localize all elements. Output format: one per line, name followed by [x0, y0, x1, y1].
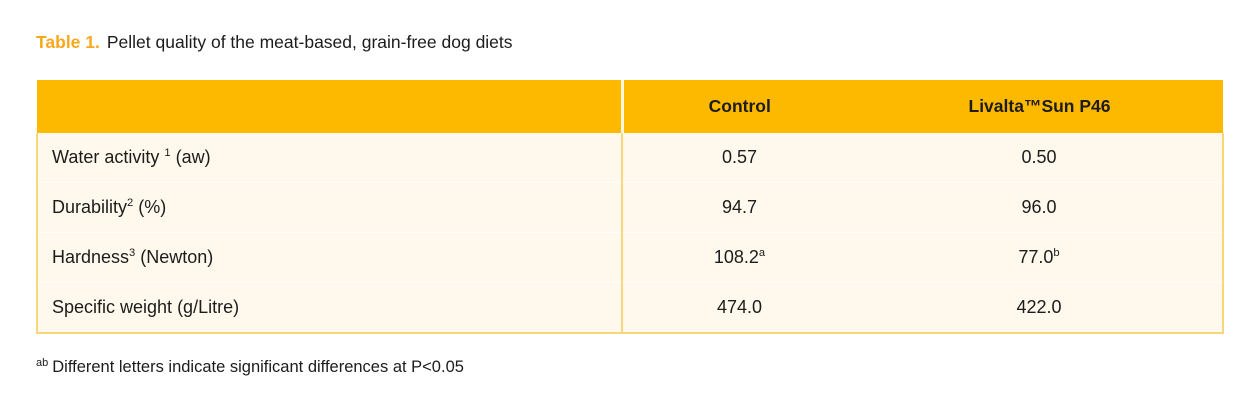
row-label-text: Water activity [52, 147, 165, 167]
table-header: Control Livalta™Sun P46 [37, 80, 1223, 133]
value-superscript: b [1053, 247, 1060, 259]
table-row-specific-weight: Specific weight (g/Litre) 474.0 422.0 [36, 282, 1224, 334]
header-cell-control: Control [622, 80, 856, 133]
table-caption-text: Pellet quality of the meat-based, grain-… [106, 32, 513, 52]
footnote-superscript: ab [36, 356, 49, 369]
row-label-superscript: 2 [127, 197, 134, 209]
row-label-text: Durability [52, 197, 128, 217]
row-label: Water activity 1 (aw) [36, 133, 623, 183]
table-footnote: ab Different letters indicate significant… [36, 356, 464, 378]
pellet-quality-table: Control Livalta™Sun P46 Water activity 1… [36, 80, 1224, 334]
livalta-value: 77.0b [856, 232, 1224, 283]
table-row-water-activity: Water activity 1 (aw) 0.57 0.50 [36, 133, 1224, 183]
value-text: 94.7 [721, 197, 758, 217]
control-value: 474.0 [622, 282, 856, 334]
row-label-unit: (g/Litre) [172, 297, 240, 317]
value-text: 96.0 [1021, 197, 1057, 217]
value-text: 474.0 [716, 297, 763, 317]
row-label: Specific weight (g/Litre) [36, 282, 623, 334]
row-label-unit: (Newton) [135, 247, 214, 267]
row-label-superscript: 1 [164, 147, 171, 159]
row-label-text: Hardness [52, 247, 130, 267]
value-text: 0.57 [721, 147, 758, 167]
table-caption-number: Table 1. [36, 32, 100, 52]
livalta-value: 422.0 [856, 282, 1224, 334]
control-value: 108.2a [622, 232, 856, 283]
table-body: Water activity 1 (aw) 0.57 0.50 Durabili… [36, 133, 1224, 334]
row-label-text: Specific weight [52, 297, 173, 317]
value-text: 108.2 [713, 247, 759, 267]
table-row-hardness: Hardness3 (Newton) 108.2a 77.0b [36, 232, 1224, 283]
value-text: 77.0 [1018, 247, 1054, 267]
table-caption: Table 1. Pellet quality of the meat-based… [36, 31, 513, 53]
livalta-value: 0.50 [856, 133, 1224, 183]
row-label-superscript: 3 [129, 247, 136, 259]
row-label: Hardness3 (Newton) [36, 232, 623, 283]
control-value: 0.57 [622, 133, 856, 183]
footnote-text: Different letters indicate significant d… [52, 358, 464, 376]
value-text: 0.50 [1021, 147, 1057, 167]
table-header-row: Control Livalta™Sun P46 [37, 80, 1223, 133]
header-cell-empty [37, 80, 624, 133]
row-label-unit: (aw) [170, 147, 211, 167]
header-cell-livalta-sun-p46: Livalta™Sun P46 [856, 80, 1223, 133]
table-row-durability: Durability2 (%) 94.7 96.0 [36, 182, 1224, 233]
value-text: 422.0 [1016, 297, 1062, 317]
value-superscript: a [758, 247, 766, 259]
livalta-value: 96.0 [856, 182, 1224, 233]
control-value: 94.7 [622, 182, 856, 233]
row-label-unit: (%) [133, 197, 167, 217]
row-label: Durability2 (%) [36, 182, 623, 233]
